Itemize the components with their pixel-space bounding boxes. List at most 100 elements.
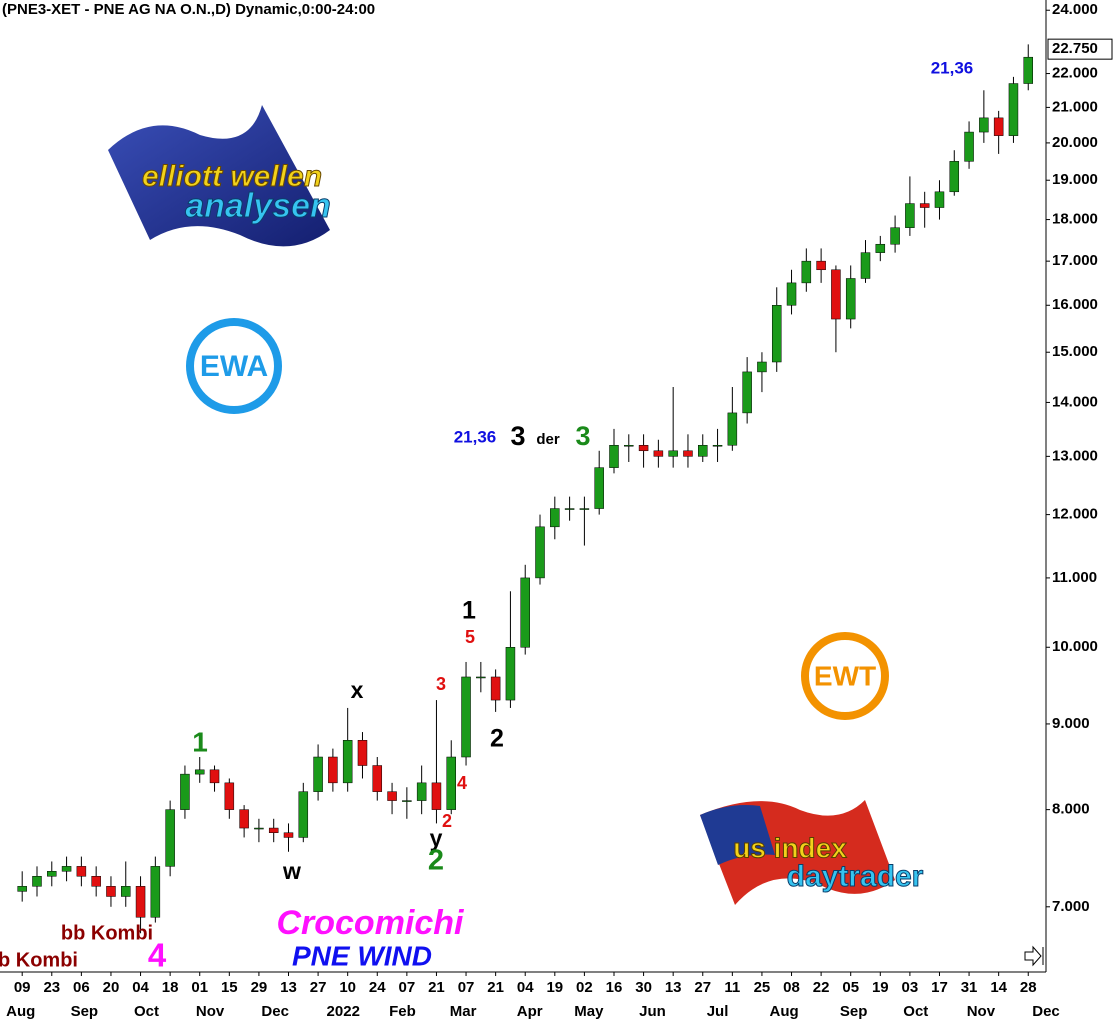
x-month-label: Aug	[6, 1003, 35, 1020]
candle-body	[771, 305, 782, 363]
candle-body	[47, 871, 57, 877]
candle-body	[520, 577, 530, 648]
candle-body	[624, 444, 634, 447]
trader-line1: us index	[733, 832, 847, 863]
x-tick-label: 23	[43, 979, 60, 996]
x-tick-label: 07	[399, 979, 416, 996]
candle-body	[1023, 56, 1033, 84]
x-month-label: Sep	[71, 1003, 99, 1020]
y-tick-label: 8.000	[1052, 801, 1090, 818]
candle-body	[831, 269, 841, 320]
x-tick-label: 20	[103, 979, 120, 996]
candle-body	[431, 782, 442, 810]
annotation: bb Kombi	[61, 922, 153, 944]
candle-body	[490, 676, 501, 701]
annotation: 1	[462, 597, 476, 625]
annotation: der	[536, 431, 560, 448]
candle-body	[993, 117, 1004, 136]
x-tick-label: 01	[191, 979, 208, 996]
candle-body	[461, 676, 471, 758]
x-tick-label: 09	[14, 979, 31, 996]
annotation: w	[282, 858, 301, 884]
x-tick-label: 13	[665, 979, 682, 996]
candle-body	[194, 769, 205, 775]
x-tick-label: 25	[754, 979, 771, 996]
candle-body	[254, 827, 264, 830]
y-tick-label: 15.000	[1052, 343, 1098, 360]
last-price-label: 22.750	[1052, 40, 1098, 57]
x-tick-label: 28	[1020, 979, 1037, 996]
candle-body	[564, 508, 575, 510]
candle-body	[76, 866, 87, 877]
candle-body	[919, 203, 930, 208]
x-tick-label: 19	[546, 979, 563, 996]
annotation: 21,36	[454, 427, 497, 446]
candle-body	[165, 809, 175, 867]
x-tick-label: 27	[694, 979, 711, 996]
candle-body	[668, 450, 678, 457]
trader-line2: daytrader	[787, 860, 924, 893]
candle-body	[653, 450, 664, 457]
x-tick-label: 17	[931, 979, 948, 996]
candle-body	[816, 260, 826, 271]
candle-body	[594, 467, 604, 509]
candle-body	[949, 161, 960, 193]
x-month-label: Dec	[1032, 1003, 1060, 1020]
y-tick-label: 17.000	[1052, 252, 1098, 269]
x-tick-label: 05	[842, 979, 859, 996]
candle-body	[121, 886, 131, 897]
x-month-label: Feb	[389, 1003, 416, 1020]
eu-flag	[108, 105, 330, 247]
candle-body	[860, 252, 871, 279]
x-tick-label: 06	[73, 979, 90, 996]
x-month-label: Oct	[903, 1003, 928, 1020]
annotation: 3	[436, 674, 446, 694]
candle-body	[964, 131, 974, 162]
candle-body	[224, 782, 235, 810]
y-tick-label: 13.000	[1052, 447, 1098, 464]
candle-body	[801, 260, 812, 284]
x-month-label: Oct	[134, 1003, 159, 1020]
x-tick-label: 03	[902, 979, 919, 996]
y-tick-label: 9.000	[1052, 715, 1090, 732]
x-tick-label: 02	[576, 979, 593, 996]
candle-body	[239, 809, 249, 829]
x-tick-label: 08	[783, 979, 800, 996]
annotation: 5	[465, 627, 475, 647]
y-tick-label: 12.000	[1052, 506, 1098, 523]
brand-line1: elliott wellen	[142, 160, 322, 193]
candle-body	[32, 876, 42, 887]
candle-body	[550, 508, 560, 528]
candle-body	[890, 227, 900, 245]
x-month-label: Jul	[707, 1003, 729, 1020]
candle-body	[934, 191, 945, 208]
annotation: b Kombi	[0, 949, 78, 971]
x-tick-label: 04	[132, 979, 149, 996]
candle-body	[609, 444, 619, 468]
annotation: 1	[192, 726, 208, 757]
candle-body	[209, 769, 220, 784]
y-tick-label: 11.000	[1052, 569, 1097, 586]
x-month-label: Sep	[840, 1003, 868, 1020]
scroll-icon[interactable]	[1024, 945, 1044, 967]
y-tick-label: 19.000	[1052, 171, 1098, 188]
candle-body	[402, 800, 412, 802]
annotation: 2	[428, 845, 444, 877]
x-tick-label: 21	[428, 979, 445, 996]
candle-body	[180, 773, 190, 810]
x-tick-label: 24	[369, 979, 386, 996]
x-tick-label: 16	[606, 979, 623, 996]
x-month-label: Nov	[967, 1003, 996, 1020]
x-tick-label: 13	[280, 979, 297, 996]
annotation: 21,36	[931, 58, 974, 77]
x-tick-label: 04	[517, 979, 534, 996]
annotation: 3	[510, 421, 525, 451]
candle-body	[135, 886, 146, 918]
annotation: Crocomichi	[276, 904, 465, 942]
candle-body	[683, 450, 693, 457]
x-month-label: Aug	[770, 1003, 799, 1020]
annotation: 4	[148, 937, 167, 974]
x-tick-label: 21	[487, 979, 504, 996]
annotation: 3	[575, 421, 590, 451]
